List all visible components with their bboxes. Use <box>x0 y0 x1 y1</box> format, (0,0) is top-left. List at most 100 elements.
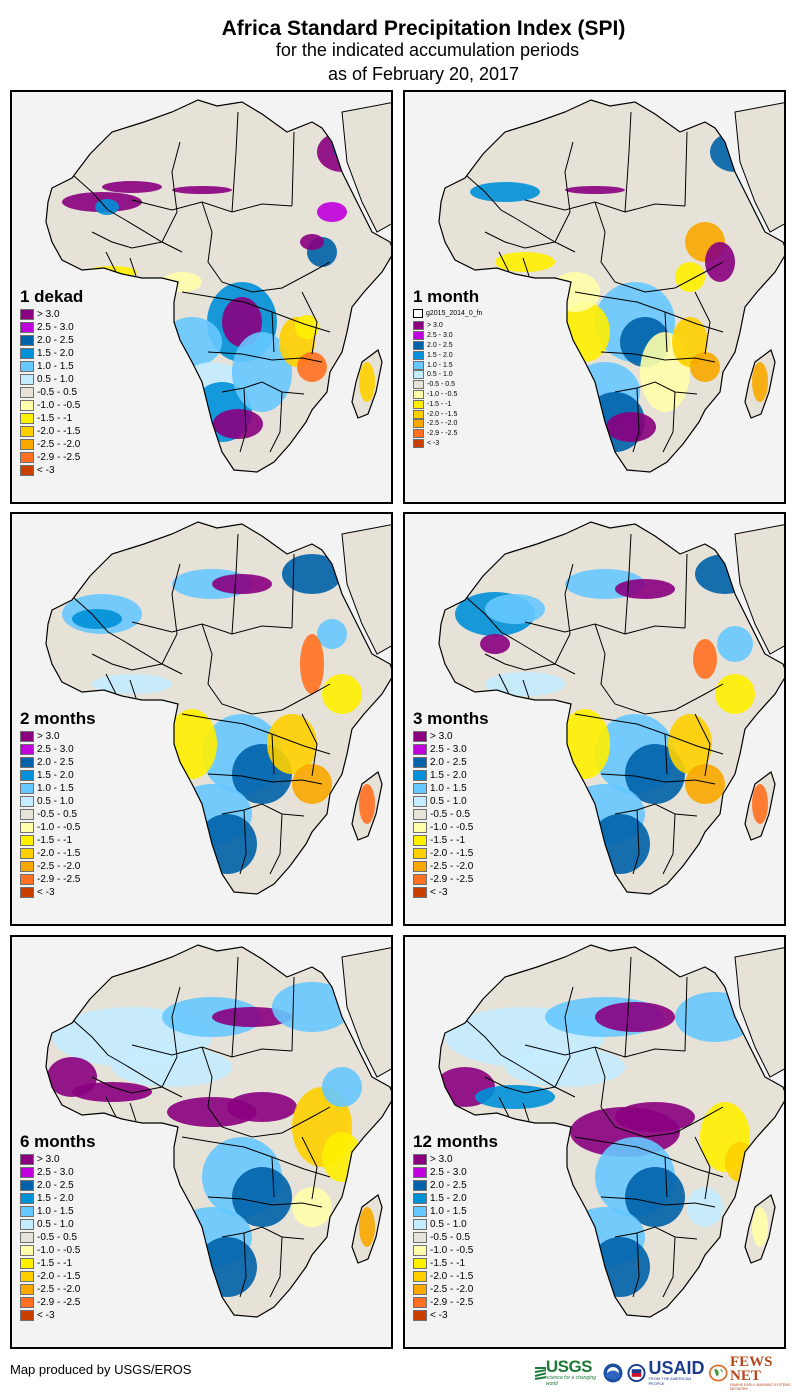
legend-item: -2.0 - -1.5 <box>20 425 83 438</box>
legend-swatch <box>413 1245 427 1256</box>
legend-label: -1.0 - -0.5 <box>427 390 458 398</box>
country-border <box>271 733 275 775</box>
legend-label: 0.5 - 1.0 <box>430 1218 467 1230</box>
country-border <box>73 1020 183 1098</box>
legend-swatch <box>413 1271 427 1282</box>
spi-anomaly-region <box>485 594 545 624</box>
map-title: Africa Standard Precipitation Index (SPI… <box>221 17 626 40</box>
legend-swatch <box>413 1154 427 1165</box>
legend-swatch <box>20 1232 34 1243</box>
spi-anomaly-region <box>295 315 319 339</box>
legend-swatch <box>413 744 427 755</box>
fewsnet-globe-icon <box>709 1364 729 1382</box>
credit-text: Map produced by USGS/EROS <box>10 1362 192 1377</box>
legend-swatch <box>413 419 424 429</box>
legend-swatch <box>20 1180 34 1191</box>
arabian-peninsula <box>734 524 784 655</box>
legend-item: 2.5 - 3.0 <box>413 331 482 341</box>
legend-item: 0.5 - 1.0 <box>20 795 96 808</box>
legend-item: 1.0 - 1.5 <box>413 1205 498 1218</box>
legend-label: 1.5 - 2.0 <box>427 351 453 359</box>
country-border <box>231 956 239 1058</box>
panel-title: 12 months <box>413 1132 499 1151</box>
country-border <box>105 673 137 699</box>
country-border <box>694 713 711 777</box>
country-border <box>664 733 668 775</box>
country-border <box>207 1196 323 1208</box>
country-border <box>161 277 173 303</box>
legend-label: < -3 <box>37 464 55 476</box>
legend-swatch <box>413 438 424 448</box>
legend-item: 1.0 - 1.5 <box>20 360 83 373</box>
country-border <box>269 813 283 875</box>
country-border <box>574 713 724 755</box>
legend-label: -2.5 - -2.0 <box>430 1283 474 1295</box>
legend-swatch <box>20 822 34 833</box>
legend-swatch <box>20 1219 34 1230</box>
legend-label: < -3 <box>430 1309 448 1321</box>
legend-label: -2.9 - -2.5 <box>430 873 474 885</box>
country-border <box>600 1196 716 1208</box>
coastline <box>45 944 391 1318</box>
legend-label: 1.5 - 2.0 <box>430 1192 467 1204</box>
country-border <box>624 956 632 1058</box>
legend-label: -2.0 - -1.5 <box>430 1270 474 1282</box>
legend-item: 2.0 - 2.5 <box>413 756 489 769</box>
country-border <box>291 553 295 629</box>
spi-anomaly-region <box>565 186 625 194</box>
spi-anomaly-region <box>267 714 317 774</box>
panel-title: 6 months <box>20 1132 96 1151</box>
spi-anomaly-region <box>212 574 272 594</box>
legend-item: < -3 <box>20 464 83 477</box>
legend-swatch <box>20 348 34 359</box>
legend-label: 1.0 - 1.5 <box>427 361 453 369</box>
country-border <box>131 621 293 635</box>
spi-anomaly-region <box>752 1207 768 1247</box>
legend-item: -2.5 - -2.0 <box>20 438 83 451</box>
legend-swatch <box>413 848 427 859</box>
spi-anomaly-region <box>693 639 717 679</box>
spi-anomaly-region <box>197 1237 257 1297</box>
map-subtitle: for the indicated accumulation periods <box>275 40 580 60</box>
legend-item: -1.5 - -1 <box>20 834 96 847</box>
legend: 3 months > 3.0 2.5 - 3.0 2.0 - 2.5 1.5 - 2.0… <box>413 710 489 899</box>
legend-swatch <box>413 731 427 742</box>
legend-label: 2.0 - 2.5 <box>37 756 74 768</box>
layer-label: g2015_2014_0_fn <box>426 310 483 317</box>
spi-anomaly-region <box>606 412 656 442</box>
legend-swatch <box>413 1167 427 1178</box>
spi-anomaly-region <box>92 674 172 694</box>
legend-item: -0.5 - 0.5 <box>413 808 489 821</box>
legend-label: 1.5 - 2.0 <box>37 347 74 359</box>
spi-anomaly-region <box>102 181 162 193</box>
legend-label: 1.0 - 1.5 <box>37 1205 74 1217</box>
legend-label: 2.5 - 3.0 <box>430 743 467 755</box>
legend-label: 1.0 - 1.5 <box>430 1205 467 1217</box>
africa-map <box>438 521 784 895</box>
country-border <box>207 351 323 363</box>
legend-swatch <box>413 360 424 370</box>
legend-swatch <box>413 796 427 807</box>
legend-item: 0.5 - 1.0 <box>413 795 489 808</box>
legend-swatch <box>20 465 34 476</box>
legend-swatch <box>413 340 424 350</box>
country-border <box>554 1122 566 1148</box>
country-border <box>614 1226 698 1240</box>
legend-swatch <box>413 1219 427 1230</box>
legend-swatch <box>20 439 34 450</box>
spi-anomaly-region <box>752 362 768 402</box>
legend-label: 1.5 - 2.0 <box>430 769 467 781</box>
legend-swatch <box>20 452 34 463</box>
legend-label: 0.5 - 1.0 <box>37 795 74 807</box>
spi-anomaly-region <box>475 1085 555 1109</box>
legend-item: -0.5 - 0.5 <box>20 1231 96 1244</box>
country-border <box>91 231 163 249</box>
legend-item: -2.9 - -2.5 <box>413 1296 498 1309</box>
country-border <box>161 141 181 243</box>
legend-swatch <box>413 1206 427 1217</box>
legend-item: < -3 <box>20 1309 96 1322</box>
legend: 2 months > 3.0 2.5 - 3.0 2.0 - 2.5 1.5 - 2.0… <box>20 710 96 899</box>
country-border <box>181 1136 331 1178</box>
legend-item: -1.0 - -0.5 <box>413 821 489 834</box>
spi-anomaly-region <box>300 634 324 694</box>
